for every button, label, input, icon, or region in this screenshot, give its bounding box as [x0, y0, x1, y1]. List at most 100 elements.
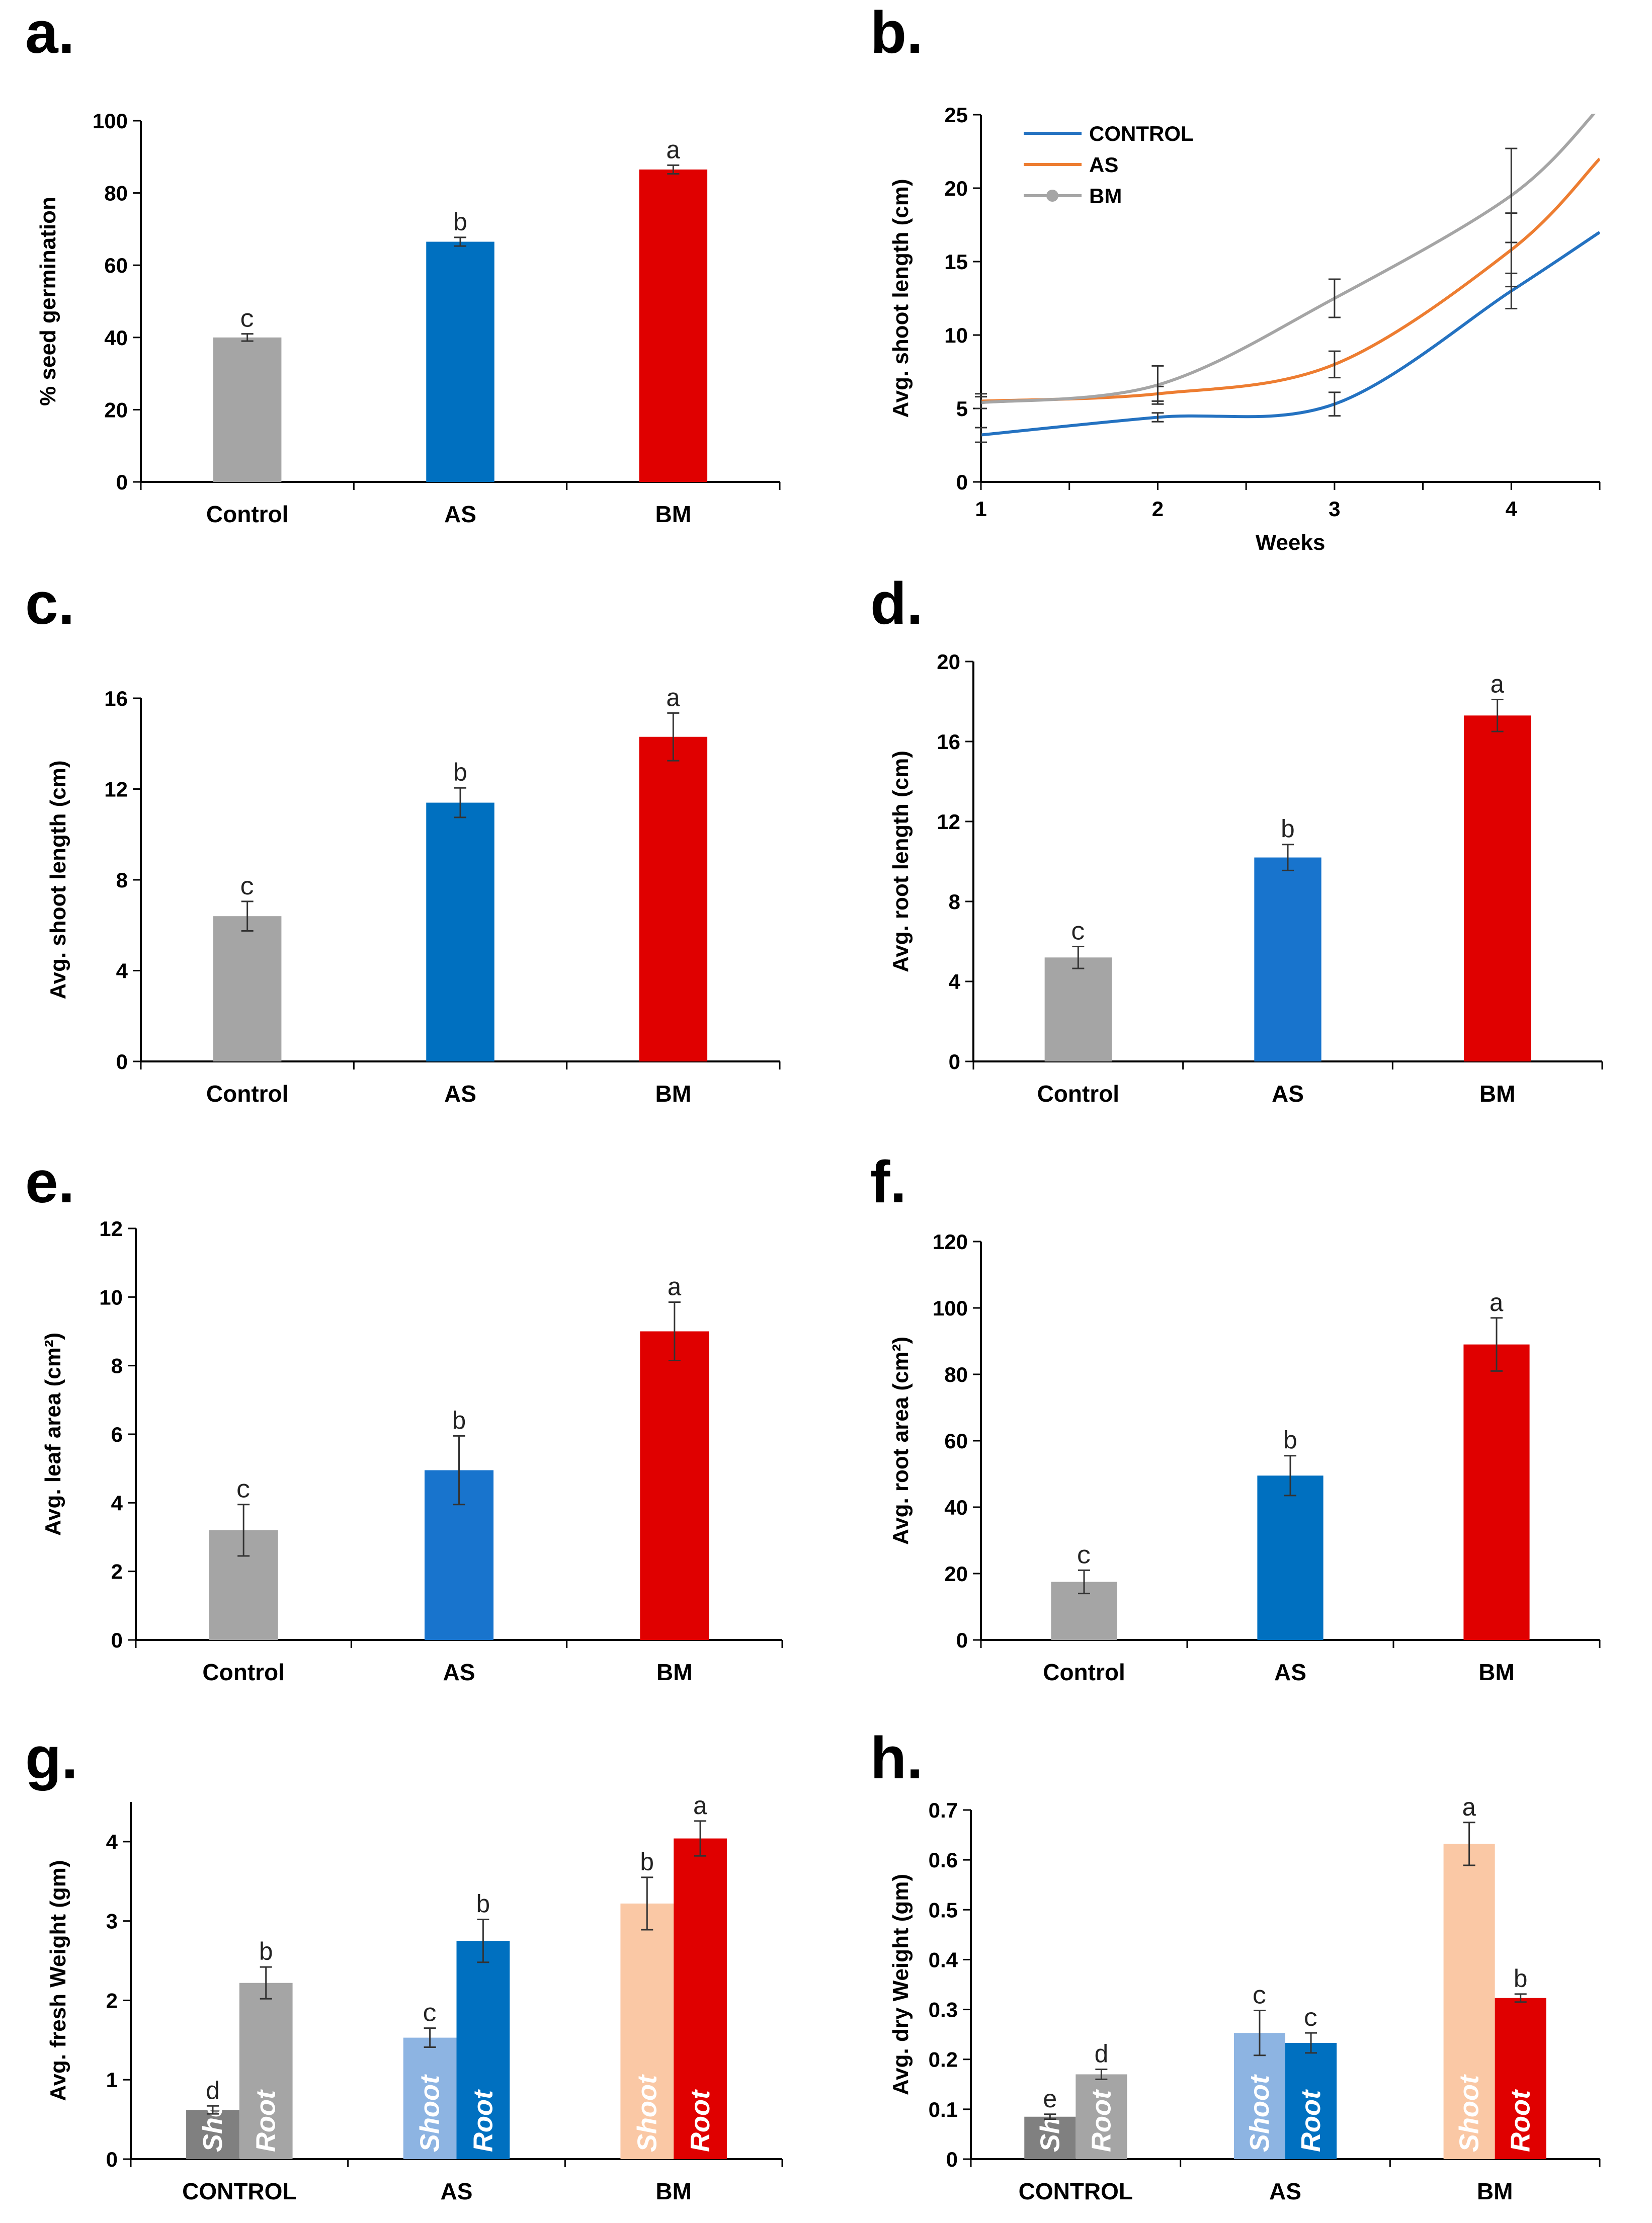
x-category-label: BM [1479, 1081, 1516, 1107]
bar-shoot-control [1024, 2116, 1076, 2159]
y-tick-label: 100 [933, 1296, 968, 1320]
y-tick-label: 60 [944, 1429, 968, 1453]
significance-letter: c [236, 1477, 251, 1506]
significance-letter: c [240, 306, 255, 335]
y-tick-label: 120 [933, 1230, 968, 1254]
in-bar-label: Shoot [1454, 2074, 1484, 2152]
bar-control [213, 916, 282, 1061]
y-tick-label: 0.6 [929, 1848, 958, 1872]
significance-letter: a [693, 1793, 708, 1822]
y-axis-title: Avg. root area (cm²) [888, 1337, 913, 1545]
significance-letter: b [259, 1939, 274, 1968]
panel-b: b. 0 5 10 15 20 25 1 2 3 4 Weeks Avg. shoot length (… [870, 0, 1601, 555]
bar-as [1257, 1475, 1324, 1640]
y-tick-label: 0.3 [929, 1998, 958, 2022]
in-bar-label: Root [685, 2089, 715, 2152]
x-category-label: Control [206, 501, 289, 527]
x-category-label: BM [1478, 1659, 1515, 1685]
significance-letter: b [451, 1408, 466, 1437]
series-line-control [981, 231, 1600, 437]
significance-letter: d [205, 2078, 220, 2107]
y-tick-label: 4 [949, 970, 961, 994]
significance-letter: b [1513, 1966, 1528, 1995]
y-tick-label: 2 [106, 1989, 118, 2012]
bar-bm [1463, 1344, 1530, 1640]
y-tick-label: 80 [104, 182, 128, 205]
panel-label: d. [870, 570, 923, 637]
significance-letter: b [639, 1850, 654, 1878]
x-category-label: Control [206, 1081, 289, 1107]
panel-label: f. [870, 1149, 906, 1215]
x-category-label: AS [1274, 1659, 1306, 1685]
x-category-label: AS [443, 1659, 475, 1685]
y-tick-label: 4 [106, 1830, 118, 1854]
x-category-label: BM [655, 2178, 692, 2204]
y-tick-label: 0 [956, 1628, 968, 1652]
significance-letter: b [453, 760, 468, 789]
significance-letter: e [1042, 2087, 1057, 2115]
y-tick-label: 80 [944, 1363, 968, 1386]
legend-marker [1046, 190, 1058, 202]
x-category-label: CONTROL [1019, 2178, 1133, 2204]
bar-root-bm [1495, 1998, 1546, 2159]
x-category-label: BM [655, 1081, 692, 1107]
legend-label: CONTROL [1089, 122, 1194, 145]
y-tick-label: 5 [956, 397, 968, 421]
significance-letter: a [666, 137, 681, 166]
panel-e: e. 0 2 4 6 8 10 12 Avg. leaf area (cm²) c Control b… [25, 1149, 783, 1685]
x-category-label: Control [1043, 1659, 1125, 1685]
bar-shoot-bm [1443, 1844, 1495, 2159]
in-bar-label: Root [468, 2089, 498, 2152]
bar-bm [1464, 715, 1531, 1061]
y-tick-label: 40 [944, 1496, 968, 1519]
y-tick-label: 0.7 [929, 1798, 958, 1822]
y-tick-label: 0.2 [929, 2048, 958, 2072]
x-axis-title: Weeks [1256, 530, 1326, 555]
in-bar-label: Shoot [415, 2074, 445, 2152]
significance-letter: a [667, 1275, 682, 1303]
y-tick-label: 40 [104, 326, 128, 350]
y-tick-label: 15 [944, 250, 968, 274]
y-tick-label: 6 [111, 1423, 123, 1446]
bar-shoot-bm [620, 1903, 674, 2159]
x-tick-label: 2 [1152, 497, 1164, 521]
panel-c: c. 0 4 8 12 16 Avg. shoot length (cm) c Control b… [25, 570, 781, 1107]
bar-root-control [1076, 2074, 1127, 2159]
x-tick-label: 1 [975, 497, 986, 521]
panel-label: g. [25, 1725, 78, 1791]
x-category-label: BM [655, 501, 692, 527]
y-tick-label: 12 [937, 810, 960, 834]
significance-letter: d [1094, 2042, 1109, 2071]
legend-label: BM [1089, 184, 1122, 208]
bar-shoot-as [403, 2037, 457, 2159]
in-bar-label: Root [1086, 2089, 1116, 2152]
legend-label: AS [1089, 153, 1118, 177]
y-tick-label: 12 [104, 778, 128, 801]
panel-d: d. 0 4 8 12 16 20 Avg. root length (cm) c Control… [870, 570, 1603, 1107]
in-bar-label: Sh [1035, 2117, 1065, 2152]
x-category-label: Control [202, 1659, 285, 1685]
significance-letter: b [1280, 817, 1295, 846]
y-tick-label: 0.4 [929, 1948, 958, 1971]
bar-as [426, 241, 494, 482]
y-tick-label: 16 [937, 730, 960, 754]
y-tick-label: 8 [949, 890, 960, 914]
in-bar-label: Root [1296, 2089, 1326, 2152]
bar-root-control [239, 1983, 293, 2159]
x-category-label: BM [656, 1659, 693, 1685]
significance-letter: c [1077, 1542, 1092, 1571]
bar-root-as [456, 1941, 510, 2159]
in-bar-label: Shoot [632, 2074, 662, 2152]
y-tick-label: 0 [106, 2148, 118, 2171]
y-tick-label: 16 [104, 687, 128, 710]
y-tick-label: 8 [111, 1354, 123, 1378]
y-tick-label: 8 [116, 868, 128, 892]
significance-letter: c [423, 2001, 438, 2029]
y-axis-title: Avg. leaf area (cm²) [41, 1333, 65, 1536]
x-category-label: BM [1477, 2178, 1513, 2204]
y-tick-label: 0 [116, 470, 128, 494]
panel-a: a. 0 20 40 60 80 100 % seed germination c Control… [25, 0, 781, 527]
significance-letter: c [1070, 919, 1086, 947]
y-tick-label: 0 [949, 1050, 960, 1074]
